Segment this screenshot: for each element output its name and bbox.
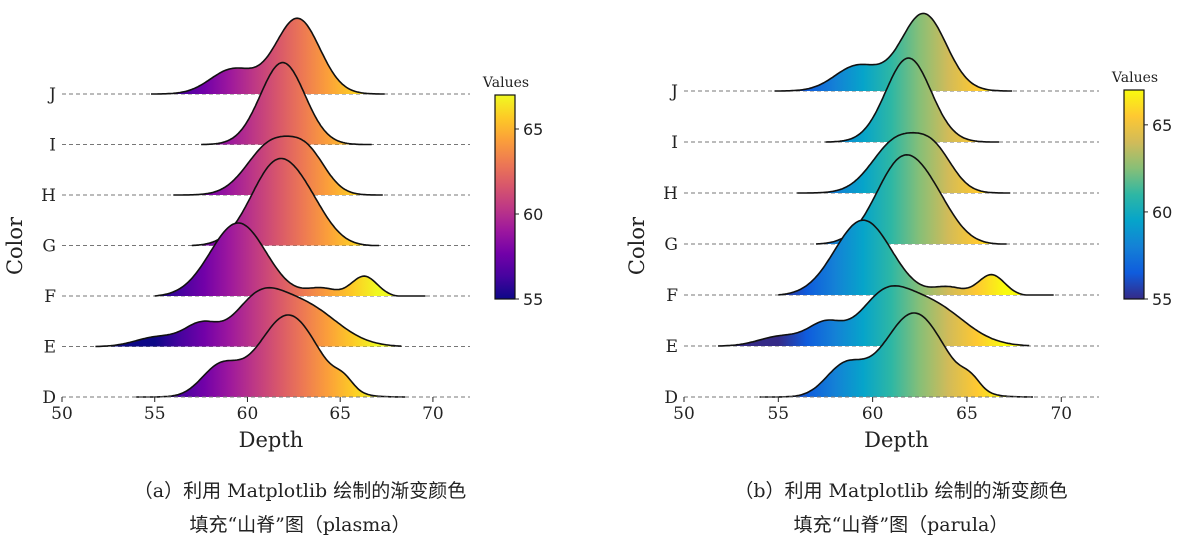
ridge-outline-D xyxy=(759,312,1033,398)
ridge-outline-I xyxy=(825,57,999,143)
x-axis-label: Depth xyxy=(864,428,929,452)
xtick-label: 55 xyxy=(767,404,789,424)
colorbar-tick-label: 55 xyxy=(1152,290,1172,309)
ridge-fill-I xyxy=(825,58,999,142)
ridge-outline-E xyxy=(717,284,1030,347)
xtick-label: 60 xyxy=(237,404,259,424)
colorbar-tick-label: 65 xyxy=(523,120,543,139)
ridge-fill-G xyxy=(191,158,380,246)
ytick-label-H: H xyxy=(41,186,56,206)
ridge-outline-H xyxy=(797,131,1011,194)
ytick-label-G: G xyxy=(42,237,56,257)
colorbar xyxy=(1123,89,1145,300)
ridge-outline-F xyxy=(778,219,1054,296)
ridge-outline-H xyxy=(173,135,383,196)
ridge-outline-J xyxy=(151,17,385,95)
caption-a-line2: 填充“山脊”图（plasma） xyxy=(189,514,411,536)
ridge-outline-E xyxy=(95,286,402,348)
ytick-label-D: D xyxy=(664,388,678,408)
ridge-fill-I xyxy=(201,62,372,145)
ridge-outline-I xyxy=(201,61,372,146)
y-axis-label: Color xyxy=(3,216,27,275)
ridge-fill-E xyxy=(95,287,402,347)
colorbar-title: Values xyxy=(482,75,529,91)
xtick-label: 65 xyxy=(329,404,351,424)
ytick-label-G: G xyxy=(664,235,678,255)
ytick-label-E: E xyxy=(44,338,56,358)
ridge-outline-J xyxy=(774,12,1013,92)
caption-b: （b）利用 Matplotlib 绘制的渐变颜色 填充“山脊”图（parula） xyxy=(601,474,1201,542)
xtick-label: 70 xyxy=(422,404,444,424)
xtick-label: 70 xyxy=(1050,404,1072,424)
ytick-label-J: J xyxy=(669,82,678,102)
y-axis-label: Color xyxy=(625,216,649,275)
colorbar-tick-label: 60 xyxy=(523,205,543,224)
ytick-label-D: D xyxy=(42,388,56,408)
xtick-label: 65 xyxy=(956,404,978,424)
ridgeline-chart-plasma: J I H G F E D50 55 60 65 70 Depth Color Values 55 60 65 xyxy=(3,17,543,452)
caption-a-line1: （a）利用 Matplotlib 绘制的渐变颜色 xyxy=(133,480,467,502)
caption-b-line1: （b）利用 Matplotlib 绘制的渐变颜色 xyxy=(734,480,1068,502)
colorbar-title: Values xyxy=(1111,70,1158,86)
ytick-label-E: E xyxy=(666,337,678,357)
ridgeline-chart-parula: J I H G F E D50 55 60 65 70 Depth Color Values 55 60 65 xyxy=(625,12,1172,452)
ridge-fill-F xyxy=(778,220,1054,295)
ytick-label-F: F xyxy=(44,287,56,307)
ridge-outline-F xyxy=(154,222,426,297)
x-axis-label: Depth xyxy=(239,428,304,452)
colorbar xyxy=(494,94,516,300)
xtick-label: 60 xyxy=(862,404,884,424)
xtick-label: 50 xyxy=(51,404,73,424)
ridge-fill-G xyxy=(816,154,1007,244)
caption-b-line2: 填充“山脊”图（parula） xyxy=(793,514,1009,536)
ytick-label-F: F xyxy=(666,286,678,306)
ridge-outline-D xyxy=(136,314,406,398)
caption-a: （a）利用 Matplotlib 绘制的渐变颜色 填充“山脊”图（plasma） xyxy=(0,474,600,542)
colorbar-tick-label: 60 xyxy=(1152,203,1172,222)
colorbar-tick-label: 55 xyxy=(523,290,543,309)
ytick-label-I: I xyxy=(49,136,56,156)
xtick-label: 50 xyxy=(673,404,695,424)
ytick-label-H: H xyxy=(663,184,678,204)
colorbar-tick-label: 65 xyxy=(1152,116,1172,135)
ridge-fill-E xyxy=(718,285,1030,346)
ytick-label-J: J xyxy=(47,85,56,105)
xtick-label: 55 xyxy=(144,404,166,424)
ytick-label-I: I xyxy=(671,133,678,153)
ridge-fill-F xyxy=(154,223,426,296)
